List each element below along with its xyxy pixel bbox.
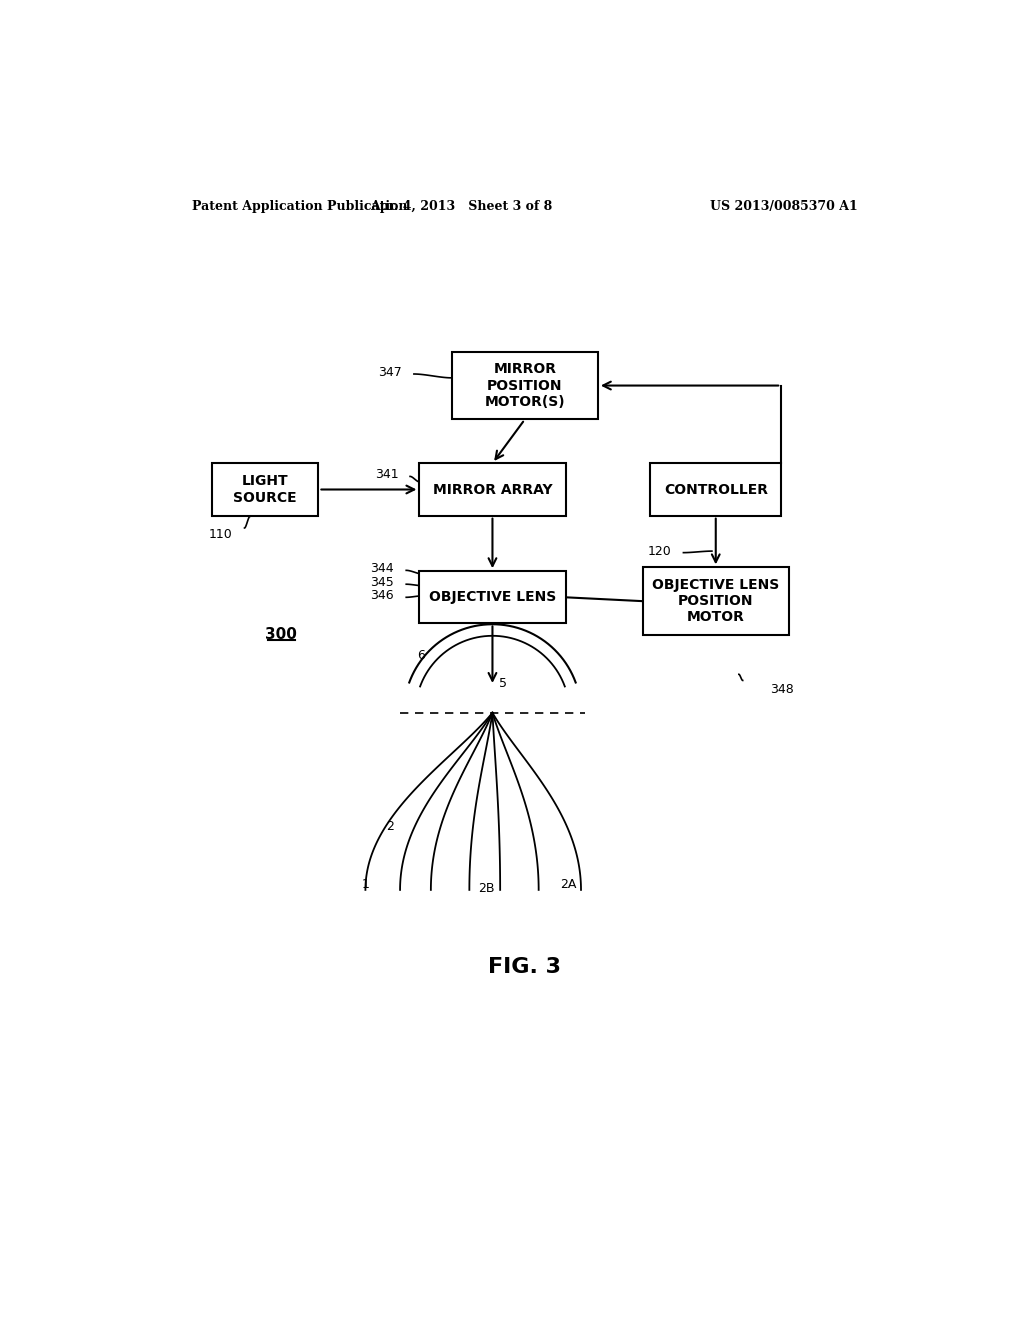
Text: LIGHT
SOURCE: LIGHT SOURCE [233,474,297,504]
Text: OBJECTIVE LENS: OBJECTIVE LENS [429,590,556,605]
Text: 341: 341 [375,469,398,482]
Text: OBJECTIVE LENS
POSITION
MOTOR: OBJECTIVE LENS POSITION MOTOR [652,578,779,624]
Text: MIRROR ARRAY: MIRROR ARRAY [433,483,552,496]
Text: 120: 120 [648,545,672,557]
Text: US 2013/0085370 A1: US 2013/0085370 A1 [710,199,857,213]
Text: 300: 300 [265,627,297,642]
Text: FIG. 3: FIG. 3 [488,957,561,977]
Bar [419,463,565,516]
Text: CONTROLLER: CONTROLLER [664,483,768,496]
Text: 2B: 2B [478,882,495,895]
Bar [212,463,318,516]
Text: 6: 6 [417,648,425,661]
Text: 2A: 2A [560,878,577,891]
Text: 346: 346 [371,589,394,602]
Bar [643,568,788,635]
Text: 110: 110 [209,528,232,541]
Text: 1: 1 [361,878,370,891]
Text: 2: 2 [386,820,394,833]
Text: 348: 348 [770,684,794,696]
Bar [452,351,598,420]
Text: 345: 345 [370,576,394,589]
Text: 344: 344 [371,562,394,576]
Text: 5: 5 [499,677,507,689]
Bar [650,463,781,516]
Text: 347: 347 [378,366,401,379]
Text: Patent Application Publication: Patent Application Publication [193,199,408,213]
Bar [419,572,565,623]
Text: MIRROR
POSITION
MOTOR(S): MIRROR POSITION MOTOR(S) [484,363,565,409]
Text: Apr. 4, 2013   Sheet 3 of 8: Apr. 4, 2013 Sheet 3 of 8 [371,199,553,213]
